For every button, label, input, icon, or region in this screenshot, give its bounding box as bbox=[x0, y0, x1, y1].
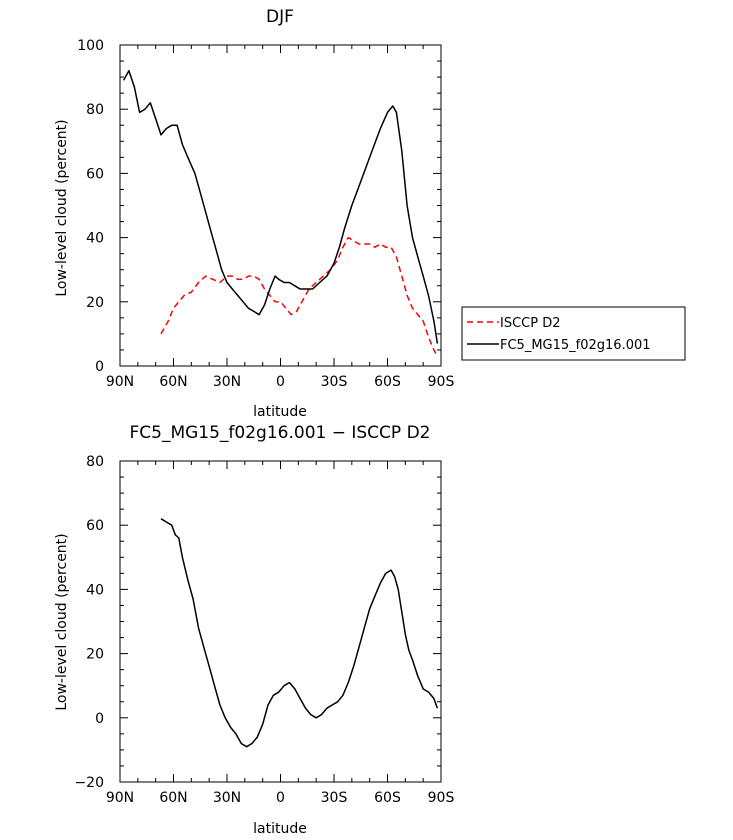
top-series-line-0 bbox=[160, 236, 439, 357]
bottom-x-tick-label: 90S bbox=[428, 790, 455, 806]
bottom-series-line-0 bbox=[160, 518, 439, 748]
top-plot-frame bbox=[119, 44, 442, 367]
bottom-y-tick-label: 0 bbox=[95, 711, 104, 727]
bottom-plot-frame bbox=[119, 460, 442, 783]
bottom-y-tick-label: 20 bbox=[86, 647, 104, 663]
top-x-axis-title: latitude bbox=[253, 404, 307, 420]
bottom-x-tick-label: 30N bbox=[213, 790, 241, 806]
legend: ISCCP D2 FC5_MG15_f02g16.001 bbox=[461, 306, 686, 361]
bottom-x-tick-label: 90N bbox=[106, 790, 134, 806]
legend-label-fc5: FC5_MG15_f02g16.001 bbox=[500, 338, 651, 353]
bottom-y-tick-label: −20 bbox=[74, 775, 104, 791]
top-y-tick-label: 60 bbox=[86, 166, 104, 182]
top-x-tick-label: 60N bbox=[159, 374, 187, 390]
bottom-x-axis-title: latitude bbox=[253, 821, 307, 837]
bottom-y-axis-title: Low-level cloud (percent) bbox=[54, 533, 70, 710]
bottom-plot-title: FC5_MG15_f02g16.001 − ISCCP D2 bbox=[130, 423, 431, 443]
bottom-panel: FC5_MG15_f02g16.001 − ISCCP D2 90N 60N 30N… bbox=[54, 423, 454, 837]
top-axis-ticks: 90N 60N 30N 0 30S 60S 90S 0 20 40 60 80 100 bbox=[77, 38, 454, 390]
top-y-tick-label: 0 bbox=[95, 359, 104, 375]
top-x-tick-label: 90N bbox=[106, 374, 134, 390]
top-y-axis-title: Low-level cloud (percent) bbox=[54, 119, 70, 296]
bottom-y-tick-label: 40 bbox=[86, 582, 104, 598]
bottom-x-tick-label: 0 bbox=[276, 790, 285, 806]
top-panel: DJF 90N 60N 30N 0 30S 60S 90S 0 20 40 60 80 100 lati… bbox=[54, 7, 686, 420]
bottom-y-tick-label: 80 bbox=[86, 454, 104, 470]
bottom-series-lines bbox=[160, 518, 439, 748]
top-x-tick-label: 30N bbox=[213, 374, 241, 390]
legend-frame bbox=[461, 306, 686, 361]
bottom-y-tick-label: 60 bbox=[86, 518, 104, 534]
top-y-tick-label: 80 bbox=[86, 102, 104, 118]
top-y-tick-label: 100 bbox=[77, 38, 104, 54]
top-y-tick-label: 40 bbox=[86, 231, 104, 247]
bottom-axis-ticks: 90N 60N 30N 0 30S 60S 90S −20 0 20 40 60 80 bbox=[74, 454, 454, 806]
top-plot-title: DJF bbox=[266, 7, 294, 27]
bottom-x-tick-label: 30S bbox=[321, 790, 348, 806]
top-series-lines bbox=[122, 69, 439, 357]
top-series-line-1 bbox=[122, 69, 439, 344]
legend-label-isccp: ISCCP D2 bbox=[500, 316, 561, 331]
top-x-tick-label: 30S bbox=[321, 374, 348, 390]
bottom-x-tick-label: 60S bbox=[374, 790, 401, 806]
top-x-tick-label: 90S bbox=[428, 374, 455, 390]
top-x-tick-label: 0 bbox=[276, 374, 285, 390]
top-y-tick-label: 20 bbox=[86, 295, 104, 311]
top-x-tick-label: 60S bbox=[374, 374, 401, 390]
bottom-x-tick-label: 60N bbox=[159, 790, 187, 806]
